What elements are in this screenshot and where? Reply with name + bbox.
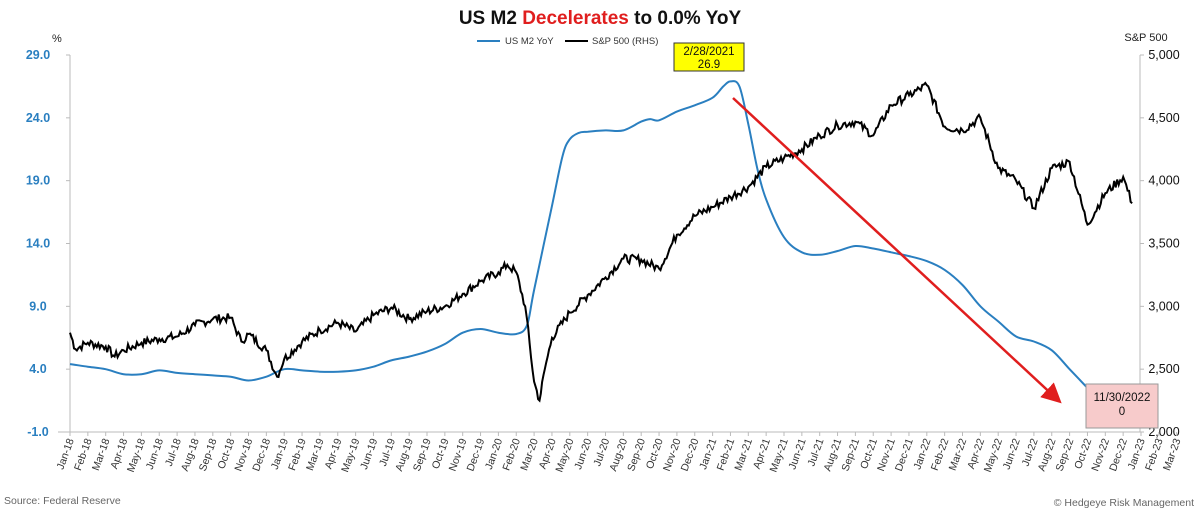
x-axis-ticks: Jan-18Feb-18Mar-18Apr-18May-18Jun-18Jul-…: [55, 432, 1184, 474]
left-tick-label: 4.0: [29, 362, 46, 376]
left-tick-label: 19.0: [26, 174, 50, 188]
right-tick-label: 3,500: [1148, 237, 1179, 251]
left-tick-label: -1.0: [27, 425, 49, 439]
callout-latest: 11/30/2022 0: [1085, 383, 1159, 429]
right-tick-label: 4,500: [1148, 111, 1179, 125]
callout-peak-value: 26.9: [698, 59, 720, 71]
legend-label-sp500: S&P 500 (RHS): [592, 36, 658, 47]
trend-arrow: [732, 97, 1062, 404]
left-tick-label: 14.0: [26, 237, 50, 251]
callout-latest-date: 11/30/2022: [1094, 392, 1151, 404]
callout-peak-date: 2/28/2021: [683, 46, 734, 58]
callout-peak-box: [673, 42, 745, 72]
right-tick-label: 5,000: [1148, 48, 1179, 62]
right-tick-label: 2,500: [1148, 362, 1179, 376]
left-tick-label: 9.0: [29, 299, 46, 313]
series-line-us-m2-yoy: [69, 80, 1124, 427]
callout-latest-box: [1085, 383, 1159, 429]
trend-arrow-line: [732, 97, 1062, 404]
title-part-1: Decelerates: [522, 8, 629, 29]
callout-latest-value: 0: [1119, 406, 1125, 418]
left-tick-label: 24.0: [26, 111, 50, 125]
right-tick-label: 3,000: [1148, 299, 1179, 313]
right-tick-label: 4,000: [1148, 174, 1179, 188]
legend-label-m2: US M2 YoY: [505, 36, 554, 47]
footer-credit: © Hedgeye Risk Management: [1054, 497, 1194, 509]
left-tick-label: 29.0: [26, 48, 50, 62]
title-part-0: US M2: [459, 8, 522, 29]
chart-title: US M2 Decelerates to 0.0% YoY: [459, 8, 742, 29]
series-line-sp500: [69, 81, 1133, 403]
left-axis-ticks: 29.0 24.0 19.0 14.0 9.0 4.0 -1.0: [26, 48, 70, 439]
right-axis-unit: S&P 500: [1124, 32, 1167, 44]
title-part-2: to 0.0% YoY: [629, 8, 742, 29]
footer-source: Source: Federal Reserve: [4, 495, 121, 507]
left-axis-unit: %: [52, 33, 62, 45]
legend: US M2 YoY S&P 500 (RHS): [477, 36, 658, 47]
callout-peak: 2/28/2021 26.9: [673, 42, 745, 72]
